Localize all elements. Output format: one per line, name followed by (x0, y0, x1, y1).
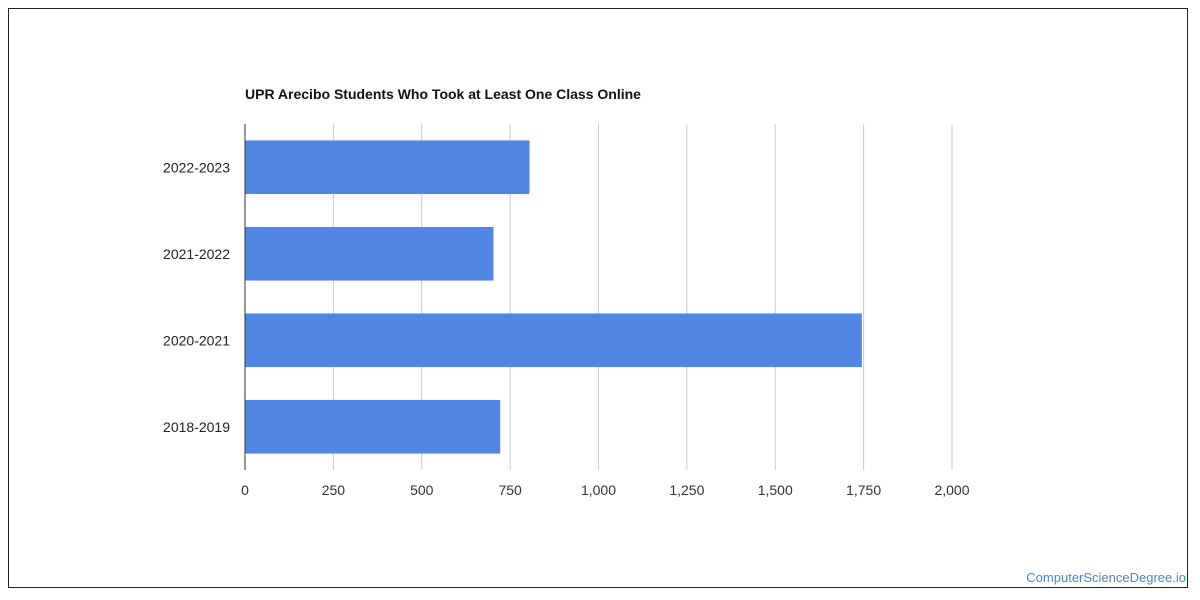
x-tick-label: 750 (498, 482, 522, 498)
category-label: 2021-2022 (163, 246, 230, 262)
chart-title: UPR Arecibo Students Who Took at Least O… (245, 86, 641, 102)
x-tick-label: 500 (410, 482, 434, 498)
category-label: 2022-2023 (163, 159, 230, 175)
x-tick-labels: 0 250 500 750 1,000 1,250 1,500 1,750 2,000 (241, 482, 970, 498)
category-label: 2020-2021 (163, 332, 230, 348)
x-tick-label: 1,250 (669, 482, 704, 498)
x-tick-label: 2,000 (934, 482, 969, 498)
x-tick-label: 0 (241, 482, 249, 498)
bars (245, 140, 862, 454)
x-tick-label: 1,500 (758, 482, 793, 498)
bar (245, 313, 862, 368)
gridlines (332, 124, 953, 470)
bar (245, 399, 501, 454)
x-tick-label: 1,750 (846, 482, 881, 498)
category-labels: 2022-2023 2021-2022 2020-2021 2018-2019 (163, 159, 230, 435)
x-tick-label: 250 (322, 482, 346, 498)
bar (245, 140, 530, 195)
watermark-link[interactable]: ComputerScienceDegree.io (1026, 570, 1186, 585)
category-label: 2018-2019 (163, 419, 230, 435)
x-tick-label: 1,000 (581, 482, 616, 498)
bar (245, 226, 494, 281)
